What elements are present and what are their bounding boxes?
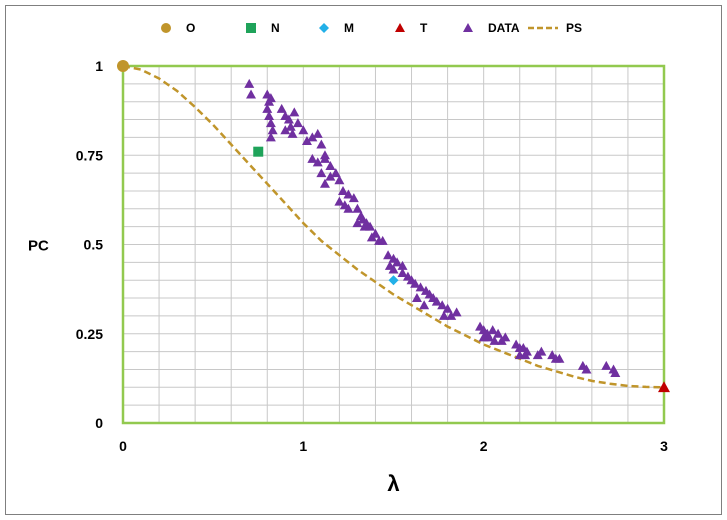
data-point: [442, 303, 453, 313]
data-point: [246, 89, 257, 99]
data-point: [330, 168, 341, 178]
data-point: [334, 196, 345, 206]
data-point: [289, 107, 300, 117]
data-point: [307, 132, 318, 142]
data-point: [283, 114, 294, 124]
x-tick-label: 2: [480, 438, 488, 454]
data-point: [325, 160, 336, 170]
data-point: [359, 221, 370, 231]
legend-data-label: DATA: [488, 21, 520, 35]
data-point: [343, 203, 354, 213]
y-tick-label: 0: [95, 415, 103, 431]
data-point: [415, 282, 426, 292]
data-point: [388, 264, 399, 274]
data-point: [316, 168, 327, 178]
data-point: [262, 103, 273, 113]
legend-o-swatch: [161, 23, 171, 33]
data-point: [292, 118, 303, 128]
data-point: [285, 121, 296, 131]
y-tick-label: 0.25: [76, 326, 103, 342]
legend-m-swatch: [319, 23, 329, 33]
data-point: [446, 310, 457, 320]
data-point: [536, 346, 547, 356]
y-tick-label: 0.75: [76, 147, 103, 163]
legend-n-swatch: [246, 23, 256, 33]
plot-area-border: [121, 64, 666, 425]
legend-t-swatch: [395, 23, 405, 32]
legend-data-swatch: [463, 23, 473, 32]
legend-n-label: N: [271, 21, 280, 35]
data-point: [438, 310, 449, 320]
data-point: [316, 139, 327, 149]
data-point: [411, 293, 422, 303]
data-point: [265, 118, 276, 128]
data-point: [301, 135, 312, 145]
y-tick-label: 0.5: [84, 237, 104, 253]
data-point: [287, 128, 298, 138]
data-point: [451, 307, 462, 317]
point-t: [658, 381, 670, 393]
data-point: [298, 125, 309, 135]
ps-curve: [122, 64, 665, 389]
data-point: [431, 296, 442, 306]
data-point: [493, 328, 504, 338]
data-point: [334, 175, 345, 185]
point-o: [117, 60, 129, 72]
data-point: [500, 332, 511, 342]
data-point: [581, 364, 592, 374]
legend-m-label: M: [344, 21, 354, 35]
data-point: [383, 250, 394, 260]
data-point: [325, 171, 336, 181]
data-point: [338, 185, 349, 195]
x-tick-label: 0: [119, 438, 127, 454]
data-point: [312, 128, 323, 138]
data-point: [377, 235, 388, 245]
data-point: [265, 132, 276, 142]
data-point: [610, 368, 621, 378]
point-n: [253, 146, 264, 157]
data-point: [244, 78, 255, 88]
data-point: [352, 218, 363, 228]
data-point: [484, 332, 495, 342]
data-point: [601, 360, 612, 370]
data-point: [276, 103, 287, 113]
x-axis-title: λ: [387, 471, 399, 496]
data-point: [312, 157, 323, 167]
data-point: [520, 350, 531, 360]
data-point: [348, 193, 359, 203]
legend-t-label: T: [420, 21, 428, 35]
legend-o-label: O: [186, 21, 195, 35]
data-point: [397, 268, 408, 278]
data-point: [280, 125, 291, 135]
data-point: [319, 178, 330, 188]
data-point: [370, 228, 381, 238]
data-point: [267, 125, 278, 135]
data-point: [352, 203, 363, 213]
scatter-chart: 0 1 2 3 0 0.25 0.5 0.75 1 λ PC O N M T DATA PS: [28, 21, 670, 496]
data-point: [307, 153, 318, 163]
y-axis-title: PC: [28, 238, 49, 255]
data-point: [554, 353, 565, 363]
data-point: [410, 278, 421, 288]
x-tick-label: 1: [299, 438, 307, 454]
data-point: [392, 257, 403, 267]
data-point: [264, 110, 275, 120]
data-point: [265, 93, 276, 103]
data-point: [487, 325, 498, 335]
chart-frame: 0 1 2 3 0 0.25 0.5 0.75 1 λ PC O N M T DATA PS: [5, 5, 722, 515]
data-point: [419, 300, 430, 310]
x-tick-label: 3: [660, 438, 668, 454]
data-point: [489, 335, 500, 345]
data-point: [343, 189, 354, 199]
data-point: [437, 300, 448, 310]
data-point: [397, 260, 408, 270]
data-point: [319, 153, 330, 163]
y-tick-label: 1: [95, 58, 103, 74]
legend-ps-label: PS: [566, 21, 582, 35]
point-m: [388, 275, 399, 286]
